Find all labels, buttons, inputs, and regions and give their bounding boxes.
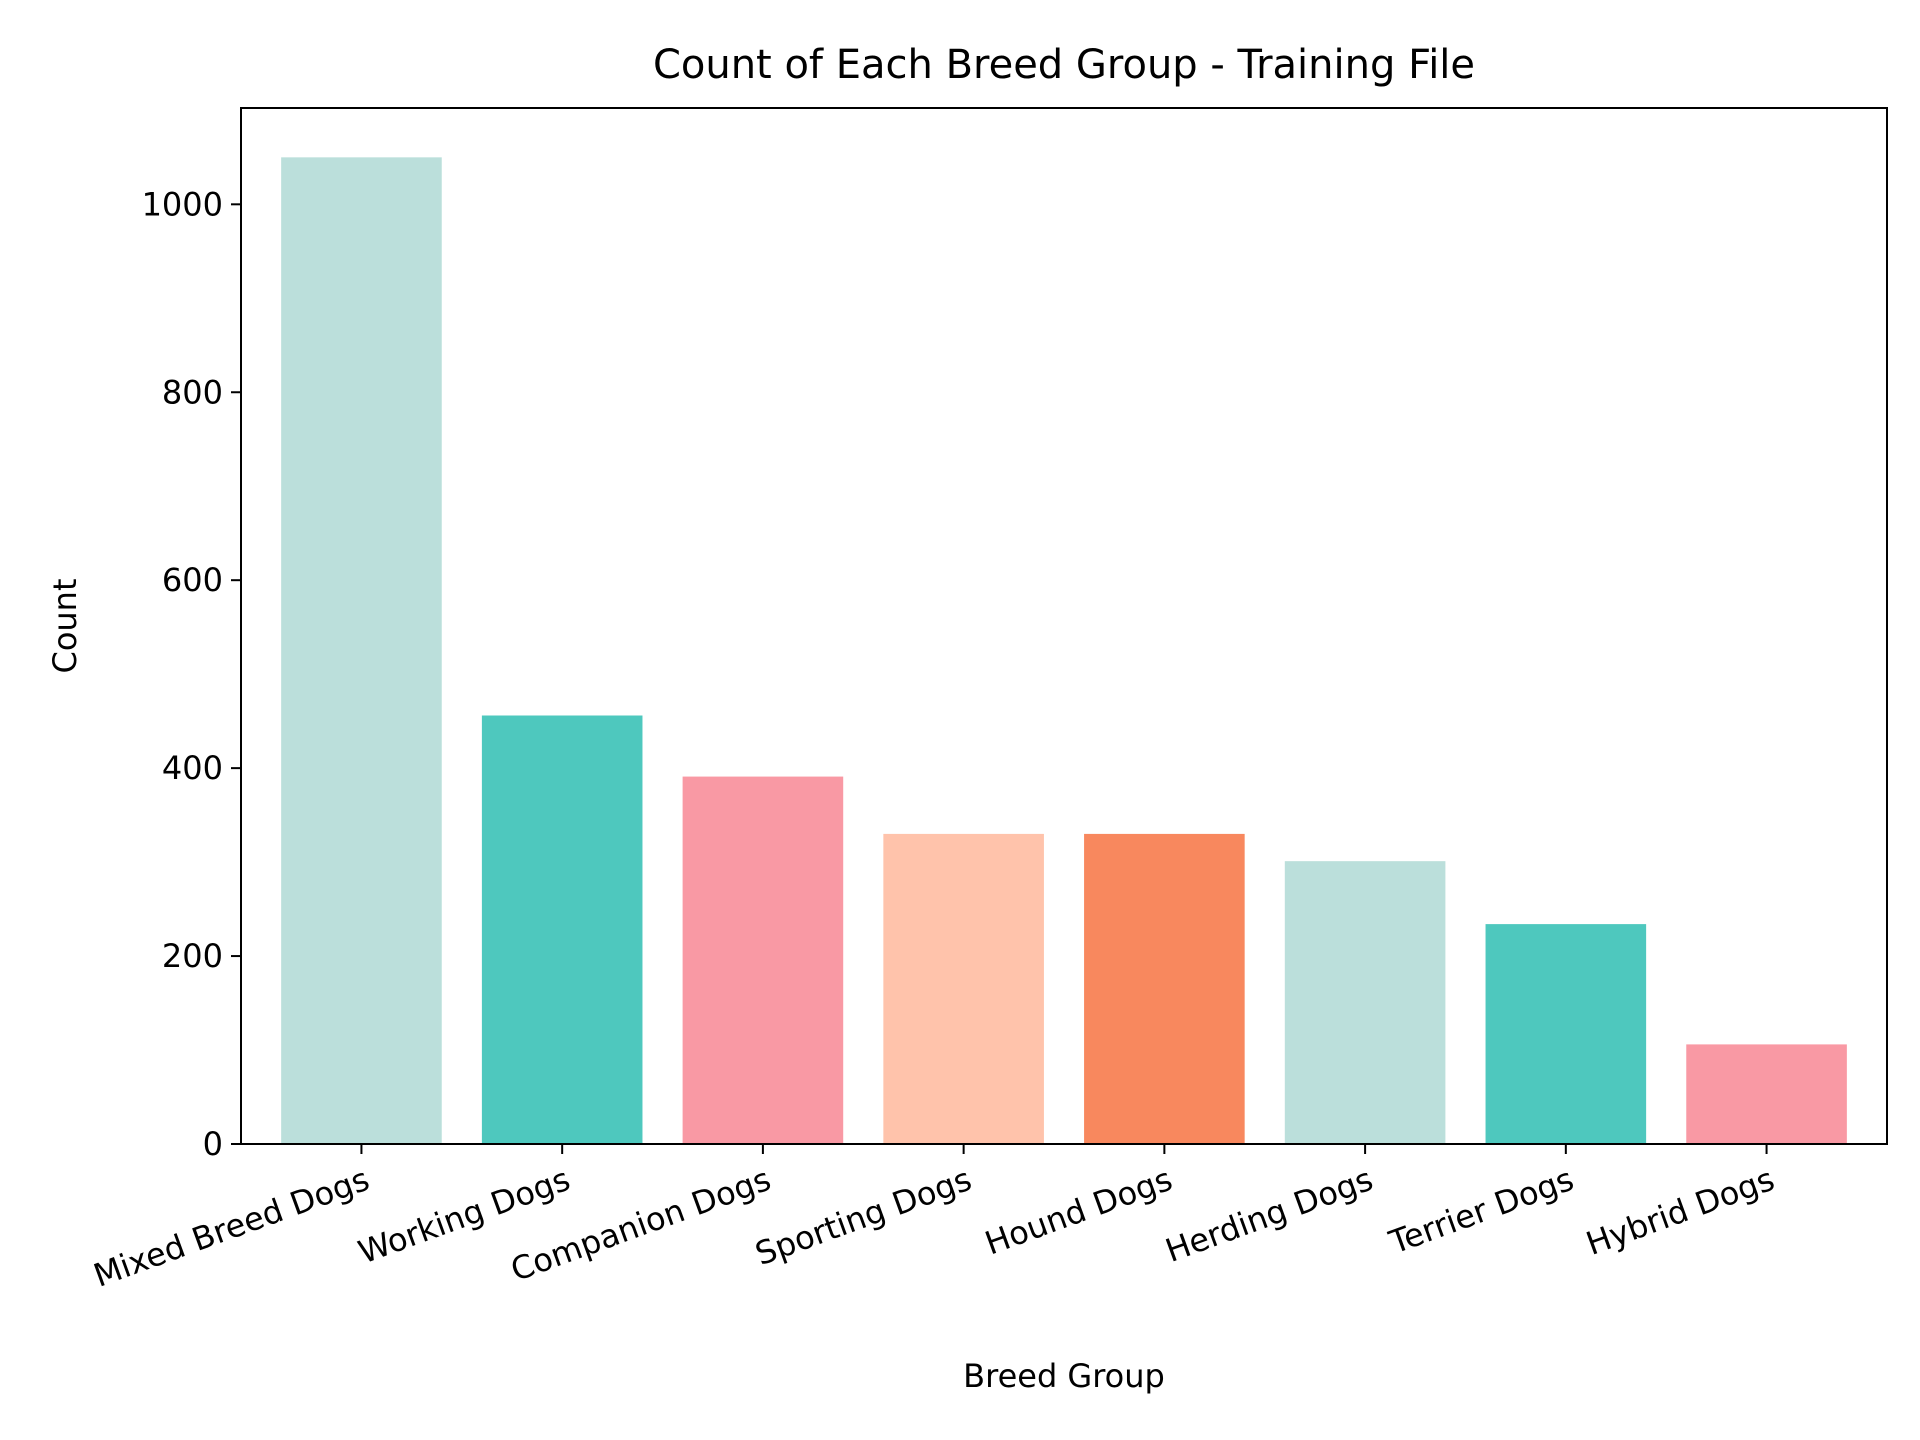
plot-frame (240, 107, 1888, 1145)
y-tick-label: 800 (162, 373, 223, 411)
bar-herding-dogs (1284, 861, 1446, 1144)
x-axis-label: Breed Group (963, 1357, 1165, 1395)
y-tick-label: 600 (162, 561, 223, 599)
bar-mixed-breed-dogs (281, 157, 442, 1144)
y-tick-label: 400 (162, 749, 223, 787)
bar-working-dogs (481, 715, 643, 1144)
bar-hybrid-dogs (1686, 1044, 1847, 1144)
y-tick-label: 200 (162, 937, 223, 975)
bar-sporting-dogs (883, 833, 1044, 1144)
x-tick-label: Sporting Dogs (750, 1160, 976, 1273)
y-tick-label: 1000 (142, 185, 223, 223)
y-tick-label: 0 (203, 1125, 223, 1163)
chart-title: Count of Each Breed Group - Training Fil… (653, 42, 1475, 88)
bars-group (281, 157, 1847, 1144)
y-axis-ticks: 0 200 400 600 800 1000 (142, 185, 241, 1163)
x-tick-label: Hound Dogs (980, 1160, 1177, 1263)
x-tick-label: Herding Dogs (1160, 1160, 1377, 1270)
x-tick-label: Terrier Dogs (1384, 1160, 1579, 1262)
x-tick-label: Hybrid Dogs (1581, 1160, 1779, 1263)
bar-companion-dogs (682, 776, 844, 1144)
bar-terrier-dogs (1485, 924, 1647, 1144)
y-axis-label: Count (46, 578, 84, 673)
x-tick-label: Mixed Breed Dogs (89, 1160, 375, 1295)
bar-hound-dogs (1084, 833, 1245, 1144)
